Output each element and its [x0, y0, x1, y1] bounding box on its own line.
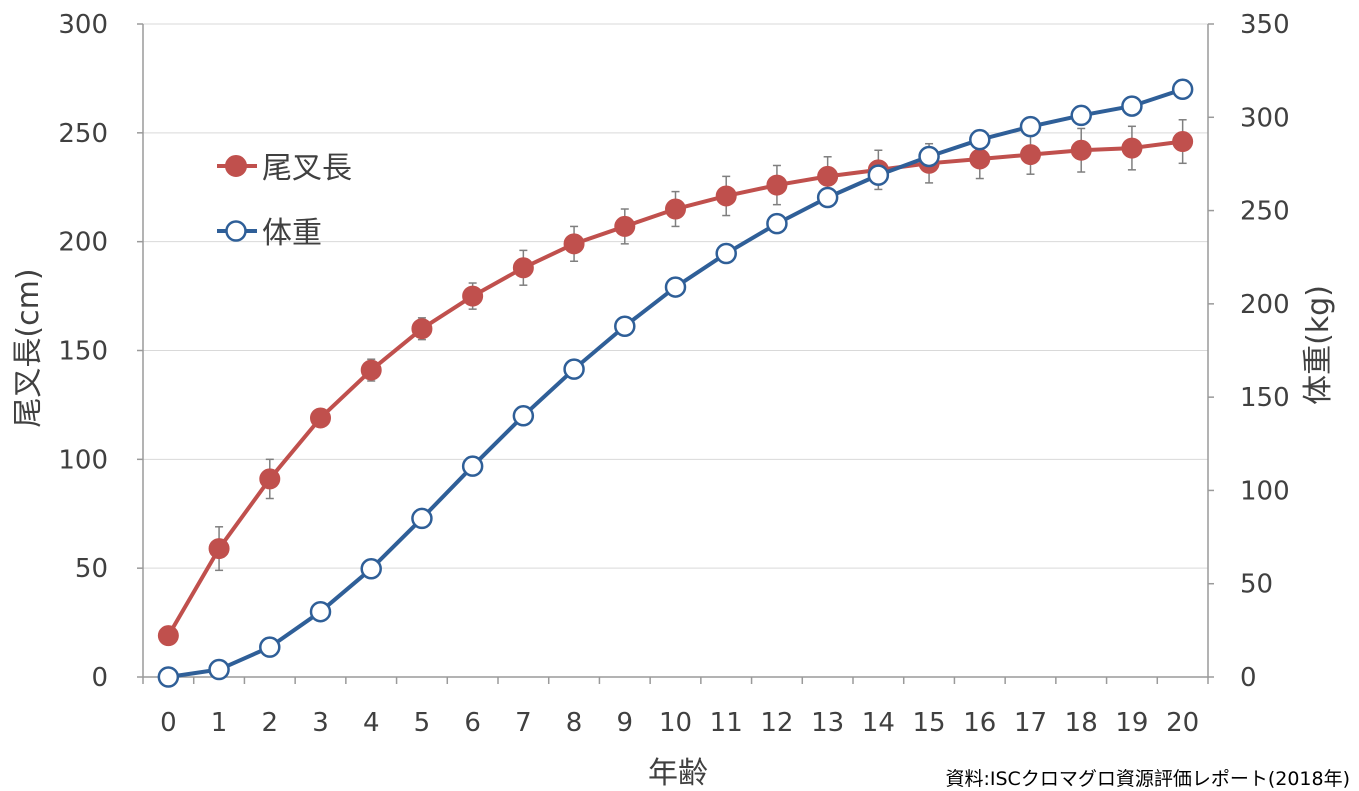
data-point: [1121, 95, 1143, 117]
y2-tick-label: 250: [1240, 197, 1290, 227]
series-layer: [157, 78, 1194, 688]
y-tick-label: 100: [58, 445, 108, 475]
x-tick-label: 14: [862, 708, 895, 738]
legend-marker-weight: [225, 220, 247, 242]
data-point: [715, 242, 737, 265]
legend-label-fork-length: 尾叉長: [262, 151, 352, 186]
data-point: [816, 186, 839, 209]
data-point: [614, 215, 636, 237]
x-tick-label: 17: [1014, 708, 1047, 738]
data-point: [310, 407, 331, 429]
data-point: [208, 658, 230, 681]
data-point: [1172, 131, 1194, 153]
data-point: [664, 276, 687, 298]
data-point: [462, 285, 484, 307]
y-tick-label: 0: [91, 663, 108, 693]
data-point: [766, 212, 788, 235]
x-tick-label: 18: [1065, 708, 1098, 738]
x-tick-label: 6: [464, 708, 481, 738]
data-point: [1121, 137, 1143, 159]
y2-tick-label: 300: [1240, 103, 1290, 133]
data-point: [411, 507, 433, 530]
data-point: [1019, 115, 1042, 138]
x-tick-label: 20: [1166, 708, 1199, 738]
data-point: [918, 145, 940, 168]
legend-label-weight: 体重: [262, 216, 322, 251]
y-tick-label: 150: [58, 337, 108, 367]
y2-axis-title: 体重(kg): [1301, 285, 1336, 405]
y-tick-label: 250: [58, 119, 108, 149]
tick-labels: 0 50 100 150 200 250 300 0 50 100 150 200 250 300 350 0…: [58, 10, 1289, 738]
legend: 尾叉長 体重: [217, 151, 352, 251]
data-point: [157, 625, 179, 647]
data-point: [512, 405, 535, 427]
data-point: [614, 315, 636, 337]
y-axis-title: 尾叉長(cm): [11, 268, 46, 427]
legend-marker-fork-length: [225, 155, 247, 177]
data-point: [360, 359, 382, 381]
gridlines: [143, 23, 1208, 569]
x-tick-label: 11: [710, 708, 743, 738]
data-point: [157, 666, 180, 688]
data-point: [766, 174, 788, 196]
x-tick-label: 1: [211, 708, 228, 738]
data-point: [259, 468, 281, 490]
data-point: [867, 164, 890, 186]
x-tick-label: 3: [312, 708, 329, 738]
x-tick-label: 19: [1115, 708, 1148, 738]
series-fork-length: [157, 119, 1194, 647]
x-tick-label: 8: [566, 708, 583, 738]
y2-tick-label: 200: [1240, 290, 1290, 320]
x-tick-label: 10: [659, 708, 692, 738]
data-point: [969, 148, 991, 170]
data-point: [461, 455, 484, 477]
x-tick-label: 4: [363, 708, 380, 738]
data-point: [817, 165, 839, 187]
x-tick-label: 5: [414, 708, 431, 738]
data-point: [360, 558, 382, 580]
x-tick-label: 16: [963, 708, 996, 738]
series-weight: [157, 78, 1194, 688]
y2-tick-label: 150: [1240, 383, 1290, 413]
x-tick-label: 7: [515, 708, 532, 738]
x-tick-label: 0: [160, 708, 177, 738]
data-point: [665, 198, 686, 220]
y2-tick-label: 50: [1240, 570, 1273, 600]
data-point: [309, 600, 332, 623]
data-point: [715, 185, 737, 207]
data-point: [563, 358, 585, 380]
data-point: [259, 636, 281, 658]
x-axis-title: 年齢: [648, 756, 708, 791]
source-note: 資料:ISCクロマグロ資源評価レポート(2018年): [945, 768, 1350, 790]
x-tick-label: 15: [913, 708, 946, 738]
x-tick-label: 13: [811, 708, 844, 738]
data-point: [1070, 104, 1092, 127]
data-point: [1020, 144, 1041, 166]
y2-tick-label: 0: [1240, 663, 1257, 693]
data-point: [969, 128, 991, 151]
data-point: [563, 233, 585, 255]
data-point: [208, 538, 230, 560]
x-tick-label: 9: [617, 708, 634, 738]
y2-tick-label: 100: [1240, 476, 1290, 506]
data-point: [512, 257, 534, 279]
x-tick-label: 12: [760, 708, 793, 738]
y-tick-label: 300: [58, 10, 108, 40]
data-point: [411, 318, 433, 340]
y-tick-label: 200: [58, 228, 108, 258]
data-point: [1070, 139, 1092, 161]
data-point: [1171, 78, 1194, 101]
x-tick-label: 2: [262, 708, 279, 738]
y2-tick-label: 350: [1240, 10, 1290, 40]
y-tick-label: 50: [75, 554, 108, 584]
